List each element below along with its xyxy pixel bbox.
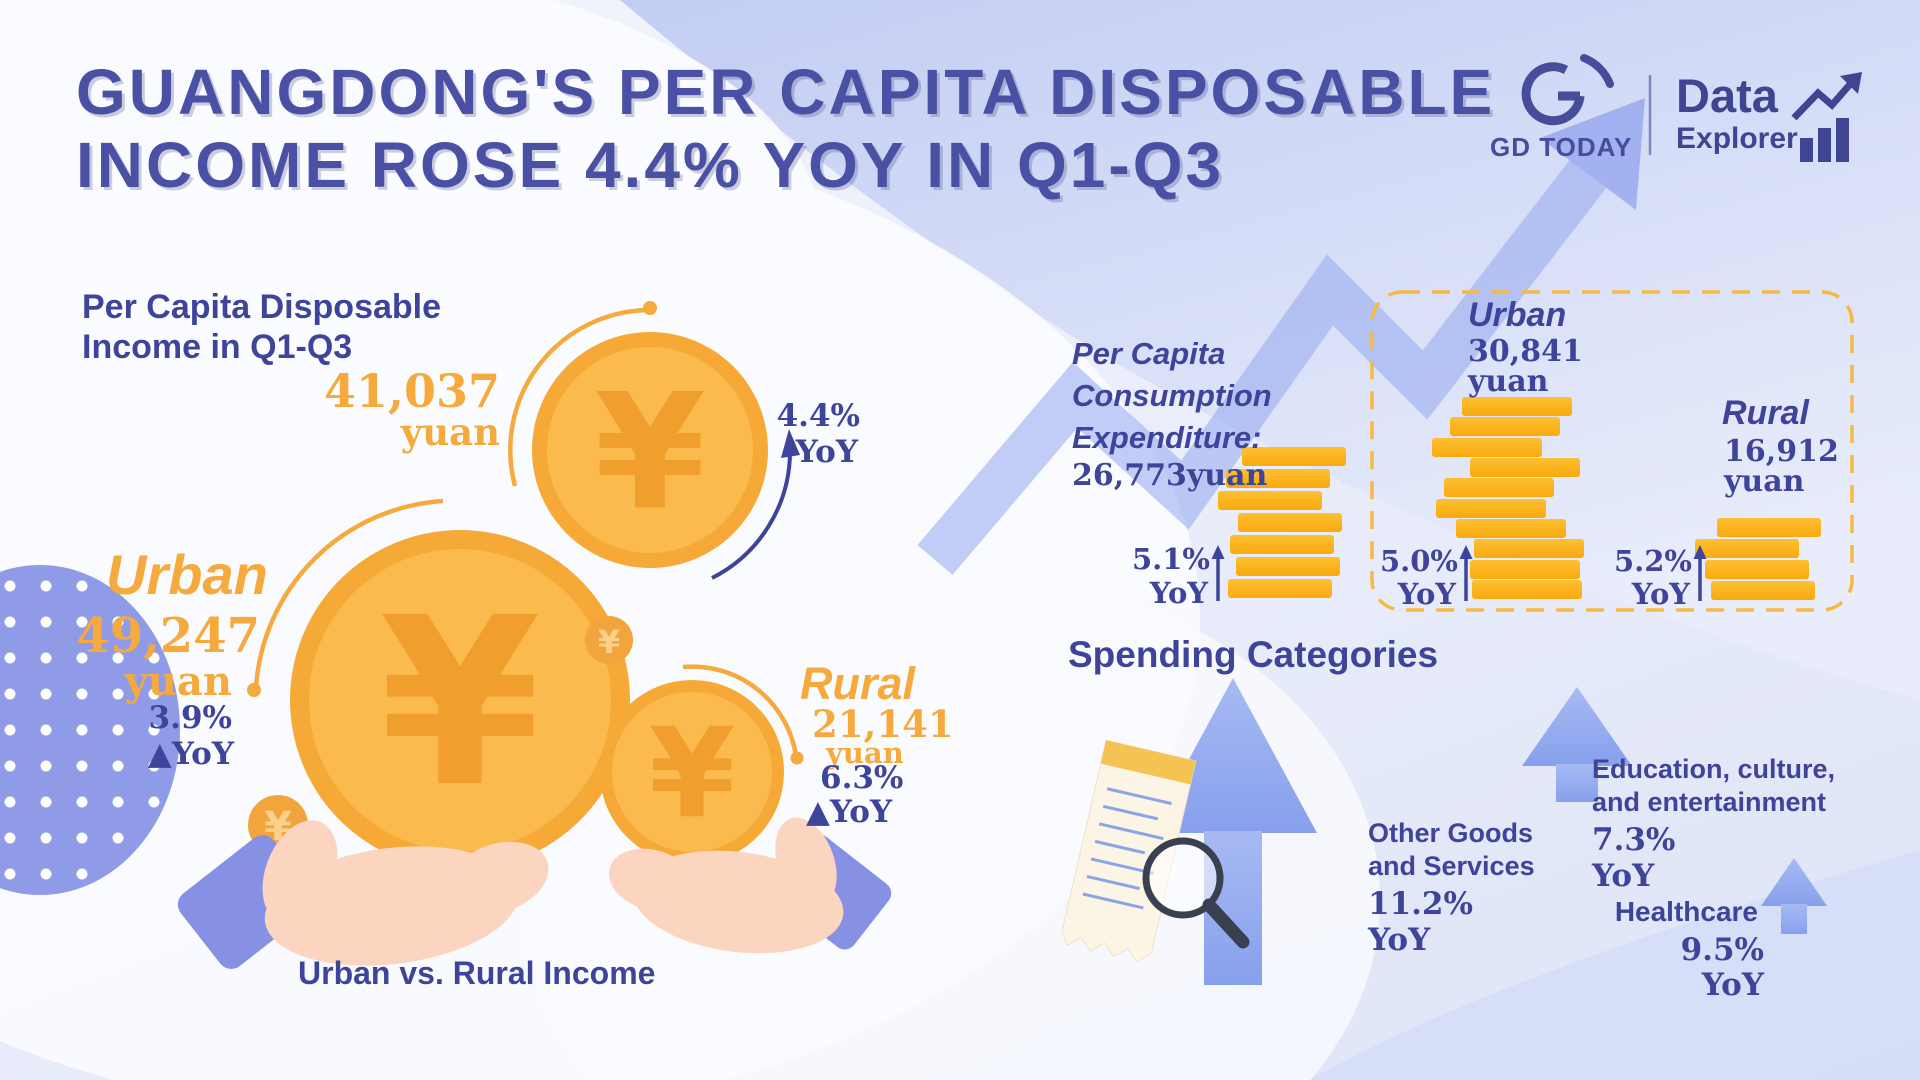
income-overall-unit: yuan [400, 410, 500, 454]
coin-overall: ¥ [532, 332, 768, 568]
income-urban-label: Urban [106, 543, 268, 606]
magnifier-icon [1142, 837, 1250, 949]
gdtoday-logo-icon [1521, 54, 1614, 126]
brand-name: GD TODAY [1490, 132, 1633, 162]
income-urban-unit: yuan [124, 658, 232, 705]
page-title-line2: INCOME ROSE 4.4% YOY IN Q1-Q3 [76, 129, 1225, 201]
income-urban-growth: 3.9% [148, 700, 232, 736]
income-urban-value: 49,247 [76, 608, 260, 664]
coin-badge-small-right: ¥ [585, 616, 633, 664]
yuan-symbol-icon: ¥ [594, 359, 705, 546]
expenditure-overall-growth: 5.1% [1131, 542, 1210, 576]
expenditure-urban-growth-unit: YoY [1397, 577, 1456, 611]
spending-arrow-small [1761, 858, 1827, 934]
dashed-highlight-box [1370, 290, 1854, 612]
expenditure-heading-line3: Expenditure: [1072, 420, 1262, 455]
income-overall-growth-unit: YoY [795, 434, 858, 470]
data-explorer-chart-icon [1791, 72, 1862, 162]
brand-product-line1: Data [1676, 69, 1778, 122]
spending-cat2-name-line1: Education, culture, [1592, 754, 1836, 784]
income-rural-growth-unit: ▲YoY [806, 794, 893, 830]
spending-cat3-growth: 9.5% [1680, 932, 1764, 968]
income-rural-unit: yuan [826, 736, 904, 770]
expenditure-heading-line2: Consumption [1072, 378, 1272, 413]
spending-cat1-name-line1: Other Goods [1368, 818, 1534, 848]
spending-cat3-name: Healthcare [1614, 896, 1758, 927]
income-heading-line2: Income in Q1-Q3 [82, 328, 353, 366]
polka-dot-blob [0, 565, 180, 895]
coin-stack-urban [1432, 397, 1584, 599]
income-rural-growth: 6.3% [820, 760, 904, 796]
expenditure-overall-value: 26,773yuan [1072, 458, 1268, 493]
spending-cat3-growth-unit: YoY [1701, 967, 1764, 1003]
expenditure-rural-unit: yuan [1724, 464, 1805, 499]
yuan-symbol-icon: ¥ [379, 568, 540, 838]
receipt-icon [1061, 739, 1197, 963]
bg-bottom-right-wave [1310, 850, 1920, 1080]
expenditure-heading-line1: Per Capita [1072, 336, 1226, 371]
spending-arrow-medium [1522, 687, 1632, 802]
income-caption: Urban vs. Rural Income [298, 955, 656, 991]
spending-cat2-growth-unit: YoY [1592, 858, 1655, 894]
hand-icon-right [608, 817, 892, 954]
yuan-symbol-icon: ¥ [649, 702, 735, 846]
expenditure-rural-growth: 5.2% [1613, 544, 1692, 578]
spending-heading: Spending Categories [1068, 634, 1439, 675]
expenditure-urban-label: Urban [1468, 296, 1567, 334]
coin-stack-overall [1218, 447, 1346, 598]
trend-zigzag-arrow [917, 98, 1645, 575]
hand-icon-left [177, 820, 549, 969]
coin-urban: ¥ [290, 530, 630, 870]
spending-cat2-growth: 7.3% [1592, 822, 1676, 858]
expenditure-urban-unit: yuan [1468, 364, 1549, 399]
expenditure-rural-value: 16,912 [1724, 434, 1839, 469]
expenditure-urban-value: 30,841 [1468, 334, 1583, 369]
spending-cat1-growth: 11.2% [1368, 886, 1473, 922]
income-urban-growth-unit: ▲YoY [147, 736, 234, 772]
income-heading-line1: Per Capita Disposable [82, 288, 442, 326]
page-title-line1: GUANGDONG'S PER CAPITA DISPOSABLE [76, 56, 1496, 128]
spending-cat1-name-line2: and Services [1368, 851, 1535, 881]
brand-product-line2: Explorer [1676, 122, 1798, 155]
expenditure-urban-growth: 5.0% [1379, 544, 1458, 578]
coin-stack-rural [1695, 518, 1821, 600]
expenditure-rural-growth-unit: YoY [1631, 577, 1690, 611]
expenditure-rural-label: Rural [1722, 394, 1809, 432]
expenditure-overall-growth-unit: YoY [1149, 576, 1208, 610]
spending-cat2-name-line2: and entertainment [1592, 787, 1827, 817]
income-overall-value: 41,037 [323, 364, 500, 418]
yoy-up-arrows [1211, 545, 1707, 601]
coin-arcs [247, 301, 804, 765]
income-rural-value: 21,141 [812, 702, 954, 746]
coin-rural: ¥ [600, 680, 784, 864]
spending-cat1-growth-unit: YoY [1368, 922, 1431, 958]
income-rural-label: Rural [800, 658, 916, 709]
yuan-symbol-icon: ¥ [598, 623, 620, 661]
income-overall-growth: 4.4% [776, 398, 860, 434]
